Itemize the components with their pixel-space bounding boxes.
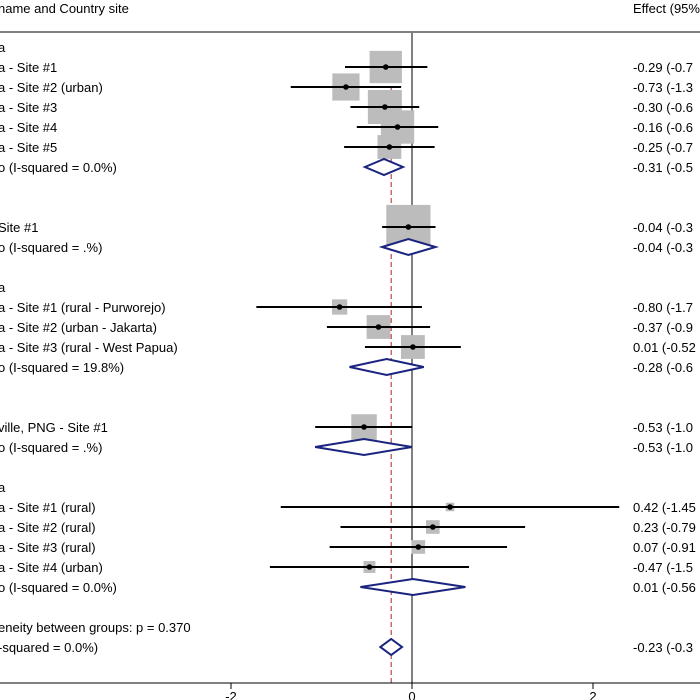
point-estimate xyxy=(366,564,373,570)
row-label: a - Site #3 (rural - West Papua) xyxy=(0,340,178,355)
effect-estimate-text: -0.16 (-0.6 xyxy=(633,120,693,135)
row-label: ville, PNG - Site #1 xyxy=(0,420,108,435)
row-label: o (I-squared = .%) xyxy=(0,240,102,255)
effect-estimate-text: -0.47 (-1.5 xyxy=(633,560,693,575)
effect-estimate-text: -0.80 (-1.7 xyxy=(633,300,693,315)
row-label: a - Site #3 xyxy=(0,100,57,115)
effect-estimate-text: -0.04 (-0.3 xyxy=(633,240,693,255)
row-label: Site #1 xyxy=(0,220,38,235)
effect-estimate-text: -0.28 (-0.6 xyxy=(633,360,693,375)
effect-estimate-text: -0.30 (-0.6 xyxy=(633,100,693,115)
x-tick-label: -2 xyxy=(225,689,237,700)
point-estimate xyxy=(361,424,367,430)
effect-estimate-text: -0.23 (-0.3 xyxy=(633,640,693,655)
x-tick-label: 2 xyxy=(589,689,596,700)
point-estimate xyxy=(447,504,453,510)
effect-estimate-text: -0.53 (-1.0 xyxy=(633,440,693,455)
subtotal-diamond xyxy=(315,437,413,457)
point-estimate xyxy=(405,224,412,230)
effect-estimate-text: 0.01 (-0.56 xyxy=(633,580,696,595)
effect-estimate-text: -0.29 (-0.7 xyxy=(633,60,693,75)
row-label: a xyxy=(0,480,6,495)
effect-estimate-text: -0.73 (-1.3 xyxy=(633,80,693,95)
effect-estimate-text: -0.25 (-0.7 xyxy=(633,140,693,155)
row-label: eneity between groups: p = 0.370 xyxy=(0,620,191,635)
effect-estimate-text: 0.42 (-1.45 xyxy=(633,500,696,515)
row-label: a - Site #2 (urban - Jakarta) xyxy=(0,320,157,335)
row-label: o (I-squared = 19.8%) xyxy=(0,360,124,375)
forest-marks xyxy=(256,33,620,683)
subtotal-diamond xyxy=(362,157,406,177)
point-estimate xyxy=(382,104,388,110)
row-label: a - Site #3 (rural) xyxy=(0,540,96,555)
point-estimate xyxy=(430,524,436,530)
row-label: a - Site #1 xyxy=(0,60,57,75)
subtotal-diamond xyxy=(349,357,424,377)
row-label: -squared = 0.0%) xyxy=(0,640,98,655)
row-label: a xyxy=(0,280,6,295)
row-label: a - Site #2 (rural) xyxy=(0,520,96,535)
row-label: a - Site #4 xyxy=(0,120,57,135)
effect-estimate-text: -0.37 (-0.9 xyxy=(633,320,693,335)
effect-estimate-text: -0.53 (-1.0 xyxy=(633,420,693,435)
x-axis: -2 0 2 xyxy=(0,682,700,700)
point-estimate xyxy=(336,304,343,310)
effect-estimate-text: 0.01 (-0.52 xyxy=(633,340,696,355)
subtotal-diamond xyxy=(378,237,440,257)
point-estimate xyxy=(410,344,416,350)
point-estimate xyxy=(386,144,393,150)
effect-estimate-text: 0.07 (-0.91 xyxy=(633,540,696,555)
row-label: o (I-squared = 0.0%) xyxy=(0,580,117,595)
x-tick-label: 0 xyxy=(408,689,415,700)
point-estimate xyxy=(415,544,422,550)
subtotal-diamond xyxy=(360,577,466,597)
header-study-label: name and Country site xyxy=(0,1,129,16)
row-label: a - Site #5 xyxy=(0,140,57,155)
effect-estimate-text: 0.23 (-0.79 xyxy=(633,520,696,535)
row-label: a xyxy=(0,40,6,55)
row-label: a - Site #4 (urban) xyxy=(0,560,103,575)
overall-diamond xyxy=(378,637,404,657)
effect-estimate-text: -0.04 (-0.3 xyxy=(633,220,693,235)
point-estimate xyxy=(394,124,401,130)
row-label: a - Site #1 (rural - Purworejo) xyxy=(0,300,166,315)
effect-estimate-text: -0.31 (-0.5 xyxy=(633,160,693,175)
row-labels: a a - Site #1 -0.29 (-0.7 a - Site #2 (urba… xyxy=(0,40,696,655)
row-label: o (I-squared = .%) xyxy=(0,440,102,455)
point-estimate xyxy=(382,64,389,70)
row-label: a - Site #2 (urban) xyxy=(0,80,103,95)
point-estimate xyxy=(375,324,382,330)
point-estimate xyxy=(343,84,349,90)
row-label: o (I-squared = 0.0%) xyxy=(0,160,117,175)
row-label: a - Site #1 (rural) xyxy=(0,500,96,515)
header-effect-label: Effect (95% xyxy=(633,1,700,16)
